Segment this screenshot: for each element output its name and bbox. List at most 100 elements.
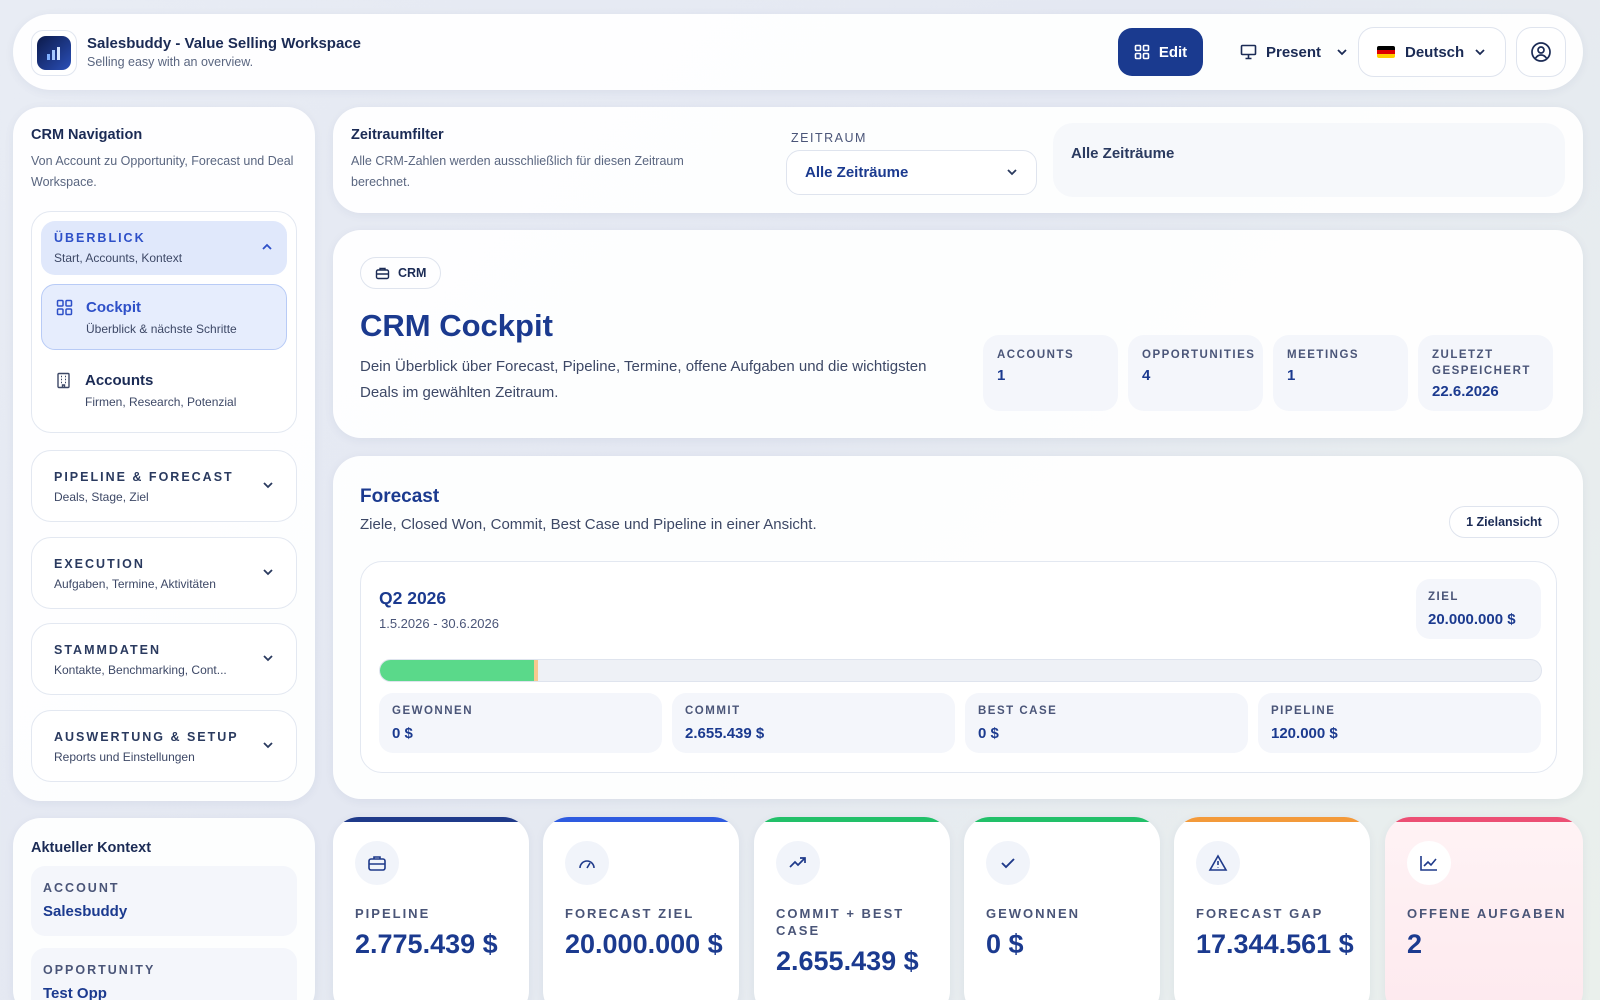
building-icon <box>57 372 70 389</box>
kpi-accent-bar <box>543 817 739 822</box>
filter-title: Zeitraumfilter <box>351 127 444 143</box>
metric-value: 0 $ <box>978 725 999 742</box>
gauge-icon <box>565 841 609 885</box>
app-title: Salesbuddy - Value Selling Workspace <box>87 35 361 52</box>
kpi-accent-bar <box>333 817 529 822</box>
crm-navigation: CRM Navigation Von Account zu Opportunit… <box>13 107 315 801</box>
chevron-down-icon <box>263 569 273 576</box>
warning-icon <box>1196 841 1240 885</box>
nav-group-auswertung-setup[interactable]: AUSWERTUNG & SETUP Reports und Einstellu… <box>31 710 297 782</box>
context-opportunity[interactable]: OPPORTUNITY Test Opp <box>31 948 297 1000</box>
metric-label: BEST CASE <box>978 705 1058 717</box>
crm-pill: CRM <box>360 257 442 289</box>
sidebar-item-label: Cockpit <box>86 299 142 316</box>
kpi-label: COMMIT + BEST CASE <box>776 906 905 938</box>
chevron-down-icon <box>263 482 273 489</box>
nav-group-desc: Deals, Stage, Ziel <box>54 490 149 504</box>
app-subtitle: Selling easy with an overview. <box>87 55 254 69</box>
forecast-subtitle: Ziele, Closed Won, Commit, Best Case und… <box>360 516 817 533</box>
page-title: CRM Cockpit <box>360 308 553 343</box>
crm-cockpit-hero: CRM CRM Cockpit Dein Überblick über Fore… <box>333 230 1583 438</box>
metric-best-case: BEST CASE 0 $ <box>965 693 1248 753</box>
stat-opportunities: OPPORTUNITIES 4 <box>1128 335 1263 411</box>
metric-commit: COMMIT 2.655.439 $ <box>672 693 955 753</box>
target-view-badge[interactable]: 1 Zielansicht <box>1449 506 1559 538</box>
stat-last-saved: ZULETZT GESPEICHERT 22.6.2026 <box>1418 335 1553 411</box>
edit-label: Edit <box>1158 43 1188 61</box>
app-header: Salesbuddy - Value Selling Workspace Sel… <box>13 14 1583 90</box>
nav-group-stammdaten[interactable]: STAMMDATEN Kontakte, Benchmarking, Cont.… <box>31 623 297 695</box>
kpi-value: 17.344.561 $ <box>1196 929 1354 959</box>
kpi-label: PIPELINE <box>355 906 431 921</box>
grid-icon <box>56 299 73 316</box>
app-logo[interactable] <box>31 30 77 76</box>
kpi-card-forecast-gap[interactable]: FORECAST GAP 17.344.561 $ <box>1174 817 1370 1000</box>
kpi-value: 2 <box>1407 929 1423 959</box>
kpi-card-commit-best-case[interactable]: COMMIT + BEST CASE 2.655.439 $ <box>754 817 950 1000</box>
briefcase-icon <box>375 267 390 280</box>
kpi-value: 2.655.439 $ <box>776 946 919 976</box>
forecast-panel: Forecast Ziele, Closed Won, Commit, Best… <box>333 456 1583 799</box>
quarter-title: Q2 2026 <box>379 588 447 608</box>
stat-label: ZULETZT GESPEICHERT <box>1432 349 1531 377</box>
present-label: Present <box>1266 43 1322 61</box>
nav-group-label: ÜBERBLICK <box>54 231 146 245</box>
sidebar-item-cockpit[interactable]: Cockpit Überblick & nächste Schritte <box>41 284 287 350</box>
kpi-accent-bar <box>1385 817 1583 822</box>
kpi-label: FORECAST GAP <box>1196 906 1324 921</box>
grid-icon <box>1134 44 1150 60</box>
nav-group-label: PIPELINE & FORECAST <box>54 470 234 484</box>
nav-group-label: STAMMDATEN <box>54 643 162 657</box>
metric-label: GEWONNEN <box>392 705 473 717</box>
context-account[interactable]: ACCOUNT Salesbuddy <box>31 866 297 936</box>
present-button[interactable]: Present <box>1226 28 1351 76</box>
nav-group-desc: Kontakte, Benchmarking, Cont... <box>54 663 227 677</box>
progress-commit-fill <box>380 660 535 681</box>
chevron-down-icon <box>1337 49 1347 56</box>
quarter-forecast-card: Q2 2026 1.5.2026 - 30.6.2026 ZIEL 20.000… <box>360 561 1557 773</box>
timerange-field-label: ZEITRAUM <box>791 131 867 145</box>
kpi-value: 0 $ <box>986 929 1024 959</box>
metric-value: 120.000 $ <box>1271 725 1338 742</box>
language-label: Deutsch <box>1405 43 1465 61</box>
stat-value: 1 <box>997 367 1006 384</box>
kpi-accent-bar <box>964 817 1160 822</box>
goal-label: ZIEL <box>1428 591 1459 603</box>
metric-value: 2.655.439 $ <box>685 725 765 742</box>
crm-pill-label: CRM <box>398 266 427 280</box>
kpi-card-forecast-target[interactable]: FORECAST ZIEL 20.000.000 $ <box>543 817 739 1000</box>
logo-chart-icon <box>37 36 71 70</box>
kpi-card-open-tasks[interactable]: OFFENE AUFGABEN 2 <box>1385 817 1583 1000</box>
sidebar-subtitle: Von Account zu Opportunity, Forecast und… <box>31 154 294 189</box>
chevron-down-icon <box>263 742 273 749</box>
nav-group-ueberblick-toggle[interactable]: ÜBERBLICK Start, Accounts, Kontext <box>41 221 287 275</box>
nav-group-desc: Aufgaben, Termine, Aktivitäten <box>54 577 216 591</box>
stat-meetings: MEETINGS 1 <box>1273 335 1408 411</box>
metric-value: 0 $ <box>392 725 413 742</box>
metric-won: GEWONNEN 0 $ <box>379 693 662 753</box>
edit-button[interactable]: Edit <box>1118 28 1203 76</box>
page-description: Dein Überblick über Forecast, Pipeline, … <box>360 358 927 401</box>
user-circle-icon <box>1531 42 1551 62</box>
sidebar-item-accounts[interactable]: Accounts Firmen, Research, Potenzial <box>41 358 287 424</box>
user-account-button[interactable] <box>1516 27 1566 77</box>
context-opportunity-label: OPPORTUNITY <box>43 963 156 977</box>
nav-group-ueberblick: ÜBERBLICK Start, Accounts, Kontext Cockp… <box>31 211 297 433</box>
progress-bestcase-fill <box>534 660 538 681</box>
kpi-card-pipeline[interactable]: PIPELINE 2.775.439 $ <box>333 817 529 1000</box>
stat-value: 22.6.2026 <box>1432 383 1499 400</box>
nav-group-execution[interactable]: EXECUTION Aufgaben, Termine, Aktivitäten <box>31 537 297 609</box>
context-title: Aktueller Kontext <box>31 840 152 856</box>
language-select[interactable]: Deutsch <box>1358 27 1506 77</box>
timerange-select[interactable]: Alle Zeiträume <box>786 150 1037 195</box>
timerange-display-text: Alle Zeiträume <box>1071 145 1175 162</box>
goal-value: 20.000.000 $ <box>1428 611 1516 628</box>
stat-value: 4 <box>1142 367 1151 384</box>
nav-group-pipeline-forecast[interactable]: PIPELINE & FORECAST Deals, Stage, Ziel <box>31 450 297 522</box>
metric-label: PIPELINE <box>1271 705 1336 717</box>
stat-accounts: ACCOUNTS 1 <box>983 335 1118 411</box>
metric-pipeline: PIPELINE 120.000 $ <box>1258 693 1541 753</box>
sidebar-item-label: Accounts <box>85 372 154 389</box>
stat-value: 1 <box>1287 367 1296 384</box>
kpi-card-won[interactable]: GEWONNEN 0 $ <box>964 817 1160 1000</box>
